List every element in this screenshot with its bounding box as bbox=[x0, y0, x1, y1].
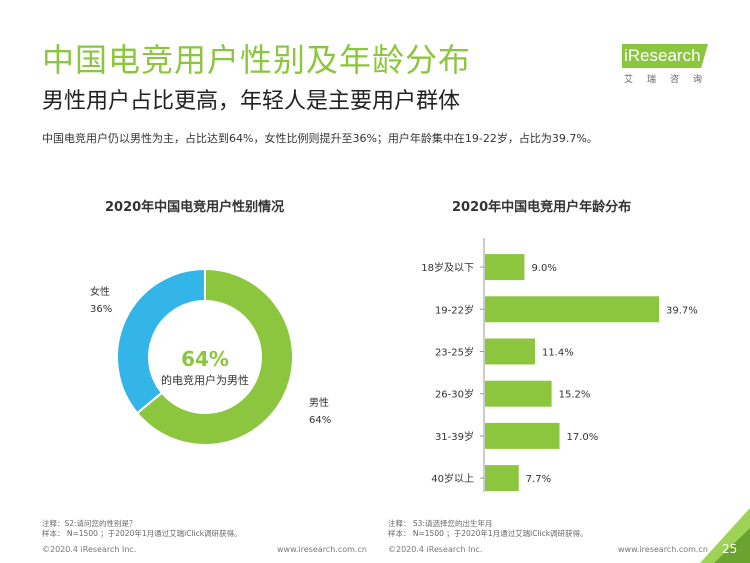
bar-2 bbox=[485, 338, 535, 365]
bar-chart-title: 2020年中国电竞用户年龄分布 bbox=[452, 200, 632, 215]
bar-category-label-3: 26-30岁 bbox=[435, 388, 474, 401]
bar-value-label-5: 7.7% bbox=[526, 474, 551, 485]
donut-center-value: 64% bbox=[181, 347, 229, 371]
note-left-sample: 样本： N=1500 ；于2020年1月通过艾瑞iClick调研获得。 bbox=[42, 529, 242, 538]
donut-slice-0 bbox=[135, 267, 294, 446]
logo-subtitle: 艾瑞咨询 bbox=[624, 75, 717, 85]
gender-donut-chart: 64% 的电竞用户为男性 女性 36% 男性 64% bbox=[90, 267, 331, 446]
iresearch-logo: iResearch 艾瑞咨询 bbox=[610, 30, 720, 90]
note-left-question: 注释：S2:请问您的性别是？ bbox=[42, 519, 137, 528]
logo-wordmark: iResearch bbox=[624, 46, 701, 65]
bar-category-label-2: 23-25岁 bbox=[435, 346, 474, 359]
donut-slice-1 bbox=[116, 267, 206, 415]
bar-3 bbox=[485, 380, 552, 407]
bar-value-label-2: 11.4% bbox=[542, 348, 574, 359]
page-title: 中国电竞用户性别及年龄分布 bbox=[42, 41, 472, 79]
pie-chart-title: 2020年中国电竞用户性别情况 bbox=[105, 200, 285, 215]
summary-text: 中国电竞用户仍以男性为主，占比达到64%，女性比例则提升至36%；用户年龄集中在… bbox=[42, 132, 598, 145]
note-right-question: 注释： S3:请选择您的出生年月 bbox=[388, 519, 493, 528]
bar-category-label-5: 40岁以上 bbox=[431, 472, 474, 485]
page-number: 25 bbox=[722, 542, 738, 556]
bar-category-label-1: 19-22岁 bbox=[435, 303, 474, 316]
footer-copyright-left: ©2020.4 iResearch Inc. bbox=[42, 545, 137, 554]
footer-url-left: www.iresearch.com.cn bbox=[277, 545, 367, 554]
bar-value-label-4: 17.0% bbox=[567, 432, 599, 443]
footer-url-right: www.iresearch.com.cn bbox=[618, 545, 708, 554]
bar-4 bbox=[485, 422, 560, 449]
bar-category-label-4: 31-39岁 bbox=[435, 430, 474, 443]
page-subtitle: 男性用户占比更高，年轻人是主要用户群体 bbox=[42, 89, 461, 114]
bar-value-label-1: 39.7% bbox=[666, 305, 698, 316]
bar-value-label-3: 15.2% bbox=[559, 390, 591, 401]
donut-center-label: 的电竞用户为男性 bbox=[161, 373, 249, 387]
bar-5 bbox=[485, 465, 519, 492]
bar-category-label-0: 18岁及以下 bbox=[421, 261, 474, 274]
logo-banner bbox=[622, 44, 708, 68]
bar-value-label-0: 9.0% bbox=[531, 263, 556, 274]
slice-label-male-name: 男性 bbox=[309, 396, 329, 409]
slice-label-female-value: 36% bbox=[90, 304, 112, 315]
corner-triangle-dark bbox=[714, 528, 750, 563]
bar-0 bbox=[485, 254, 525, 281]
slice-label-female-name: 女性 bbox=[90, 285, 110, 298]
slice-label-male-value: 64% bbox=[309, 415, 331, 426]
note-right-sample: 样本： N=1500 ；于2020年1月通过艾瑞iClick调研获得。 bbox=[388, 529, 588, 538]
footer-copyright-right: ©2020.4 iResearch Inc. bbox=[388, 545, 483, 554]
bar-1 bbox=[485, 296, 659, 323]
